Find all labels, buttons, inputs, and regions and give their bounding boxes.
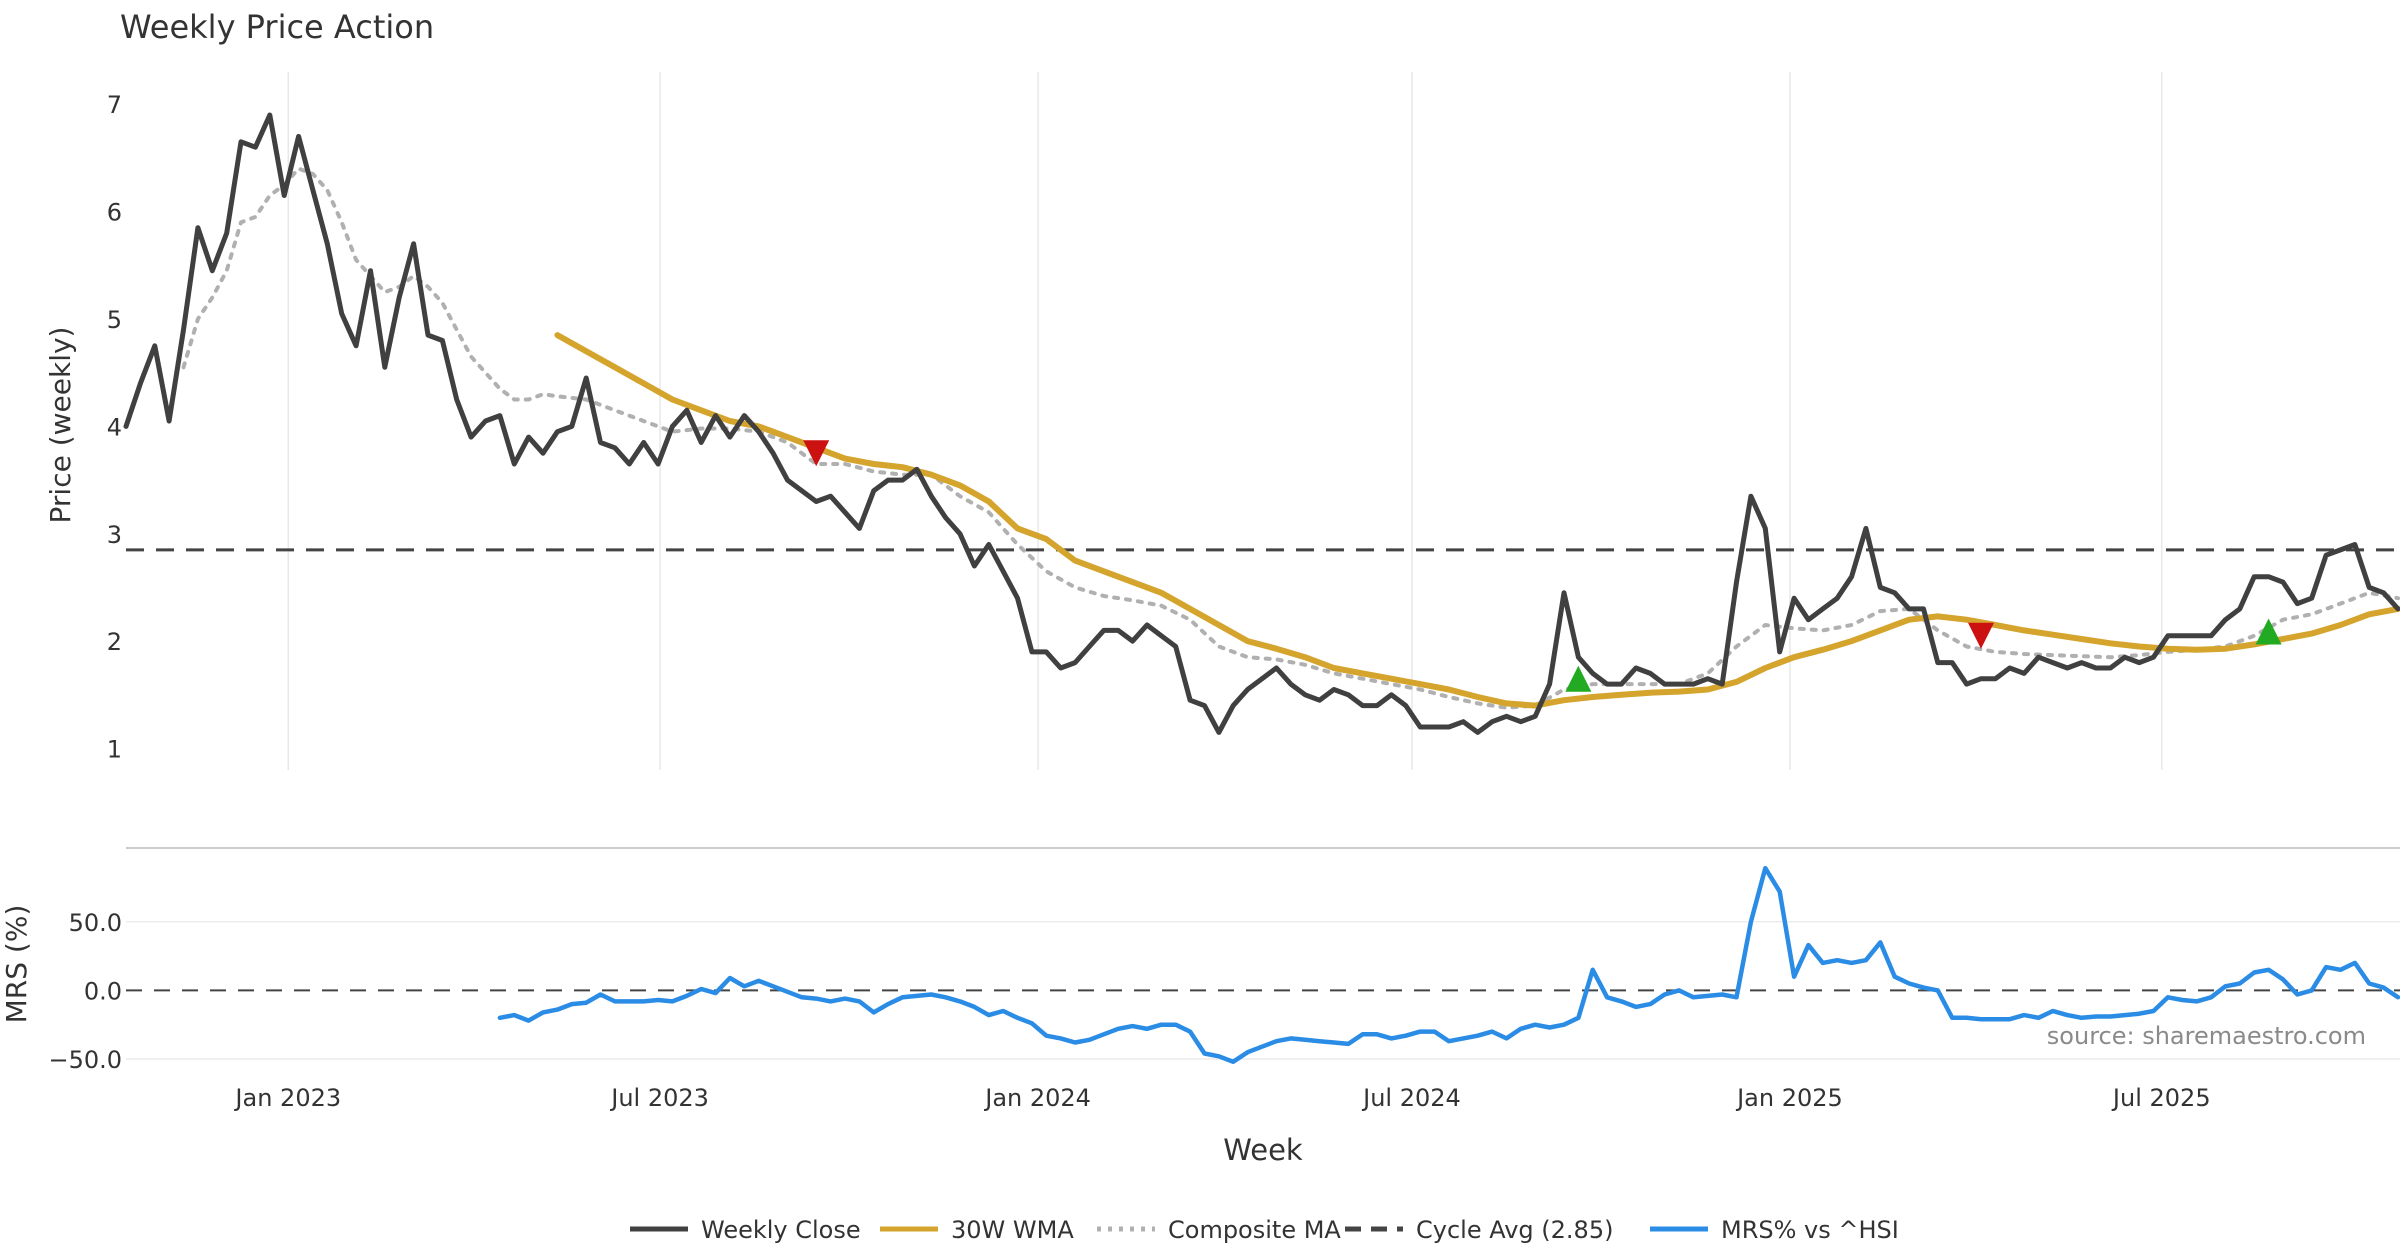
legend-label: Cycle Avg (2.85) — [1416, 1216, 1613, 1244]
main-panel-signal-markers — [803, 440, 2282, 692]
main-y-tick-label: 6 — [107, 199, 122, 227]
chart-title: Weekly Price Action — [120, 8, 434, 46]
series-30w-wma — [554, 332, 2400, 709]
main-y-tick-label: 7 — [107, 91, 122, 119]
source-note: source: sharemaestro.com — [2047, 1022, 2366, 1050]
x-tick-label: Jul 2024 — [1361, 1084, 1461, 1112]
main-y-tick-label: 2 — [107, 628, 122, 656]
legend-label: 30W WMA — [951, 1216, 1074, 1244]
series-mrs-vs-hsi — [497, 865, 2400, 1065]
main-panel-grid — [287, 72, 2163, 770]
x-tick-label: Jan 2024 — [983, 1084, 1091, 1112]
main-y-tick-label: 1 — [107, 736, 122, 764]
main-y-tick-label: 5 — [107, 306, 122, 334]
buy-signal-marker — [2255, 618, 2282, 645]
main-panel-y-axis: 1 2 3 4 5 6 7 — [107, 91, 122, 763]
sell-signal-marker — [1967, 622, 1994, 649]
chart-legend: Weekly Close 30W WMA Composite MA Cycle Avg… — [630, 1216, 1899, 1244]
mrs-panel-grid — [126, 921, 2400, 1060]
sell-signal-marker — [803, 440, 830, 467]
main-y-axis-label: Price (weekly) — [44, 327, 77, 524]
x-tick-label: Jan 2023 — [233, 1084, 341, 1112]
main-y-tick-label: 4 — [107, 413, 122, 441]
legend-label: MRS% vs ^HSI — [1721, 1216, 1899, 1244]
x-axis-tick-labels: Jan 2023 Jul 2023 Jan 2024 Jul 2024 Jan 2025… — [233, 1084, 2210, 1112]
main-y-tick-label: 3 — [107, 521, 122, 549]
legend-label: Composite MA — [1168, 1216, 1341, 1244]
main-panel-series — [123, 112, 2400, 735]
x-tick-label: Jul 2025 — [2111, 1084, 2211, 1112]
x-tick-label: Jul 2023 — [609, 1084, 709, 1112]
mrs-y-axis-label: MRS (%) — [0, 905, 33, 1024]
mrs-y-tick-label: 0.0 — [84, 977, 122, 1005]
mrs-y-tick-label: −50.0 — [48, 1046, 122, 1074]
buy-signal-marker — [1565, 665, 1592, 692]
series-composite-ma — [181, 166, 2400, 710]
series-weekly-close — [123, 112, 2400, 735]
legend-item-weekly-close: Weekly Close — [630, 1216, 861, 1244]
x-axis-label: Week — [1223, 1133, 1303, 1167]
legend-item-30w-wma: 30W WMA — [880, 1216, 1074, 1244]
mrs-panel-series — [126, 865, 2400, 1065]
x-tick-label: Jan 2025 — [1735, 1084, 1843, 1112]
mrs-panel-y-axis: 50.0 0.0 −50.0 — [48, 909, 122, 1074]
mrs-y-tick-label: 50.0 — [69, 909, 122, 937]
legend-item-mrs-vs-hsi: MRS% vs ^HSI — [1650, 1216, 1899, 1244]
legend-item-cycle-avg-2-85: Cycle Avg (2.85) — [1345, 1216, 1613, 1244]
legend-item-composite-ma: Composite MA — [1097, 1216, 1341, 1244]
legend-label: Weekly Close — [701, 1216, 861, 1244]
